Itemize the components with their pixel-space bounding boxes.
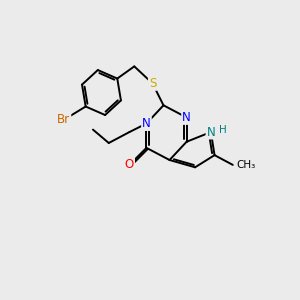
Text: H: H (219, 124, 227, 135)
Text: CH₃: CH₃ (236, 160, 256, 170)
Text: S: S (149, 77, 156, 90)
Text: N: N (142, 117, 151, 130)
Text: N: N (206, 125, 215, 139)
Text: Br: Br (57, 113, 70, 126)
Text: O: O (125, 158, 134, 171)
Text: N: N (182, 111, 191, 124)
